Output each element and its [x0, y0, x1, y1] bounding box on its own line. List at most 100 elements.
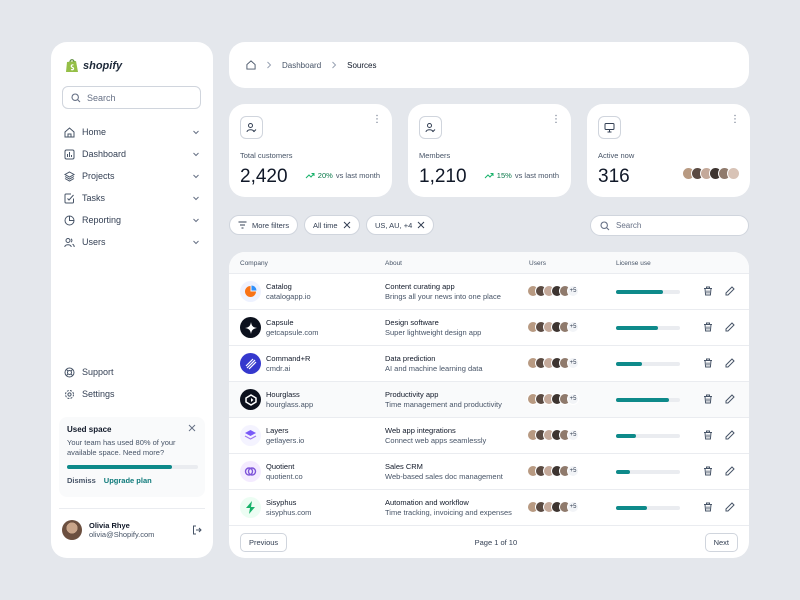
about-description: Time tracking, invoicing and expenses	[385, 508, 512, 517]
about-title: Automation and workflow	[385, 498, 469, 507]
trash-icon[interactable]	[703, 358, 713, 368]
company-domain[interactable]: sisyphus.com	[266, 508, 312, 517]
edit-pencil-icon[interactable]	[725, 394, 735, 404]
company-domain[interactable]: cmdr.ai	[266, 364, 291, 373]
sidebar-item-reporting[interactable]: Reporting	[64, 209, 200, 231]
trash-icon[interactable]	[703, 466, 713, 476]
sidebar-search-input[interactable]: Search	[62, 86, 201, 109]
filter-chip-region[interactable]: US, AU, +4	[366, 215, 435, 235]
sidebar-item-label: Tasks	[82, 193, 106, 203]
avatar[interactable]	[62, 520, 82, 540]
about-cell: Automation and workflow Time tracking, i…	[385, 498, 512, 518]
chevron-right-icon	[332, 61, 337, 69]
edit-pencil-icon[interactable]	[725, 286, 735, 296]
about-title: Web app integrations	[385, 426, 456, 435]
company-cell: Command+R cmdr.ai	[266, 354, 310, 374]
column-header-about[interactable]: About	[385, 260, 402, 267]
company-name: Capsule	[266, 318, 294, 327]
next-button[interactable]: Next	[704, 532, 738, 552]
sidebar-item-users[interactable]: Users	[64, 231, 200, 253]
close-icon[interactable]	[343, 221, 351, 229]
edit-pencil-icon[interactable]	[725, 358, 735, 368]
table-row[interactable]: Capsule getcapsule.com Design software S…	[229, 310, 749, 346]
chevron-right-icon	[267, 61, 272, 69]
about-title: Design software	[385, 318, 439, 327]
company-domain[interactable]: getcapsule.com	[266, 328, 319, 337]
column-header-users[interactable]: Users	[529, 260, 546, 267]
table-row[interactable]: Quotient quotient.co Sales CRM Web-based…	[229, 454, 749, 490]
row-actions	[703, 322, 735, 332]
sidebar-item-tasks[interactable]: Tasks	[64, 187, 200, 209]
catalog-logo-icon	[240, 281, 261, 302]
edit-pencil-icon[interactable]	[725, 322, 735, 332]
sidebar-item-support[interactable]: Support	[64, 361, 200, 383]
sources-table: Company About Users License use Catalog …	[229, 252, 749, 558]
company-domain[interactable]: quotient.co	[266, 472, 303, 481]
table-row[interactable]: Layers getlayers.io Web app integrations…	[229, 418, 749, 454]
about-description: Brings all your news into one place	[385, 292, 501, 301]
more-filters-button[interactable]: More filters	[229, 215, 299, 235]
column-header-license[interactable]: License use	[616, 260, 651, 267]
license-use-bar	[616, 434, 680, 438]
more-vertical-icon[interactable]: ⋮	[730, 114, 740, 125]
sidebar-item-projects[interactable]: Projects	[64, 165, 200, 187]
dismiss-button[interactable]: Dismiss	[67, 476, 96, 485]
close-icon[interactable]	[417, 221, 425, 229]
users-avatars: +5	[527, 285, 579, 297]
active-users-avatars	[682, 167, 740, 180]
table-search-input[interactable]: Search	[590, 215, 749, 236]
users-avatars: +5	[527, 393, 579, 405]
breadcrumb-dashboard[interactable]: Dashboard	[282, 60, 322, 70]
monitor-icon	[598, 116, 621, 139]
trash-icon[interactable]	[703, 430, 713, 440]
trash-icon[interactable]	[703, 322, 713, 332]
column-header-company[interactable]: Company	[240, 260, 268, 267]
about-cell: Sales CRM Web-based sales doc management	[385, 462, 503, 482]
table-body: Catalog catalogapp.io Content curating a…	[229, 274, 749, 526]
user-email: olivia@Shopify.com	[89, 530, 155, 539]
table-row[interactable]: Catalog catalogapp.io Content curating a…	[229, 274, 749, 310]
sidebar-item-home[interactable]: Home	[64, 121, 200, 143]
upgrade-plan-button[interactable]: Upgrade plan	[103, 476, 152, 485]
trash-icon[interactable]	[703, 502, 713, 512]
company-cell: Quotient quotient.co	[266, 462, 303, 482]
stat-label: Total customers	[240, 151, 293, 160]
sidebar-item-dashboard[interactable]: Dashboard	[64, 143, 200, 165]
company-domain[interactable]: getlayers.io	[266, 436, 305, 445]
row-actions	[703, 286, 735, 296]
layers-logo-icon	[240, 425, 261, 446]
sidebar-item-settings[interactable]: Settings	[64, 383, 200, 405]
table-row[interactable]: Hourglass hourglass.app Productivity app…	[229, 382, 749, 418]
company-domain[interactable]: catalogapp.io	[266, 292, 311, 301]
edit-pencil-icon[interactable]	[725, 466, 735, 476]
trash-icon[interactable]	[703, 286, 713, 296]
brand-logo[interactable]: shopify	[65, 58, 122, 73]
logout-icon[interactable]	[192, 525, 202, 535]
user-name: Olivia Rhye	[89, 521, 130, 530]
about-title: Sales CRM	[385, 462, 423, 471]
chevron-down-icon	[193, 240, 199, 245]
sisyphus-logo-icon	[240, 497, 261, 518]
bar-chart-icon	[64, 149, 75, 159]
stat-change-compare: vs last month	[514, 171, 559, 180]
edit-pencil-icon[interactable]	[725, 502, 735, 512]
trash-icon[interactable]	[703, 394, 713, 404]
close-icon[interactable]	[188, 424, 196, 432]
table-row[interactable]: Sisyphus sisyphus.com Automation and wor…	[229, 490, 749, 526]
chevron-down-icon	[193, 218, 199, 223]
sidebar-item-label: Home	[82, 127, 107, 137]
home-icon[interactable]	[246, 60, 256, 70]
home-icon	[64, 126, 75, 137]
more-vertical-icon[interactable]: ⋮	[372, 114, 382, 125]
filter-chip-time[interactable]: All time	[304, 215, 360, 235]
more-vertical-icon[interactable]: ⋮	[551, 114, 561, 125]
company-name: Sisyphus	[266, 498, 297, 507]
company-name: Layers	[266, 426, 289, 435]
about-title: Data prediction	[385, 354, 436, 363]
table-row[interactable]: Command+R cmdr.ai Data prediction AI and…	[229, 346, 749, 382]
previous-button[interactable]: Previous	[240, 532, 288, 552]
company-domain[interactable]: hourglass.app	[266, 400, 314, 409]
stat-card-active-now: ⋮ Active now 316	[587, 104, 750, 197]
edit-pencil-icon[interactable]	[725, 430, 735, 440]
breadcrumb-sources[interactable]: Sources	[347, 60, 377, 70]
